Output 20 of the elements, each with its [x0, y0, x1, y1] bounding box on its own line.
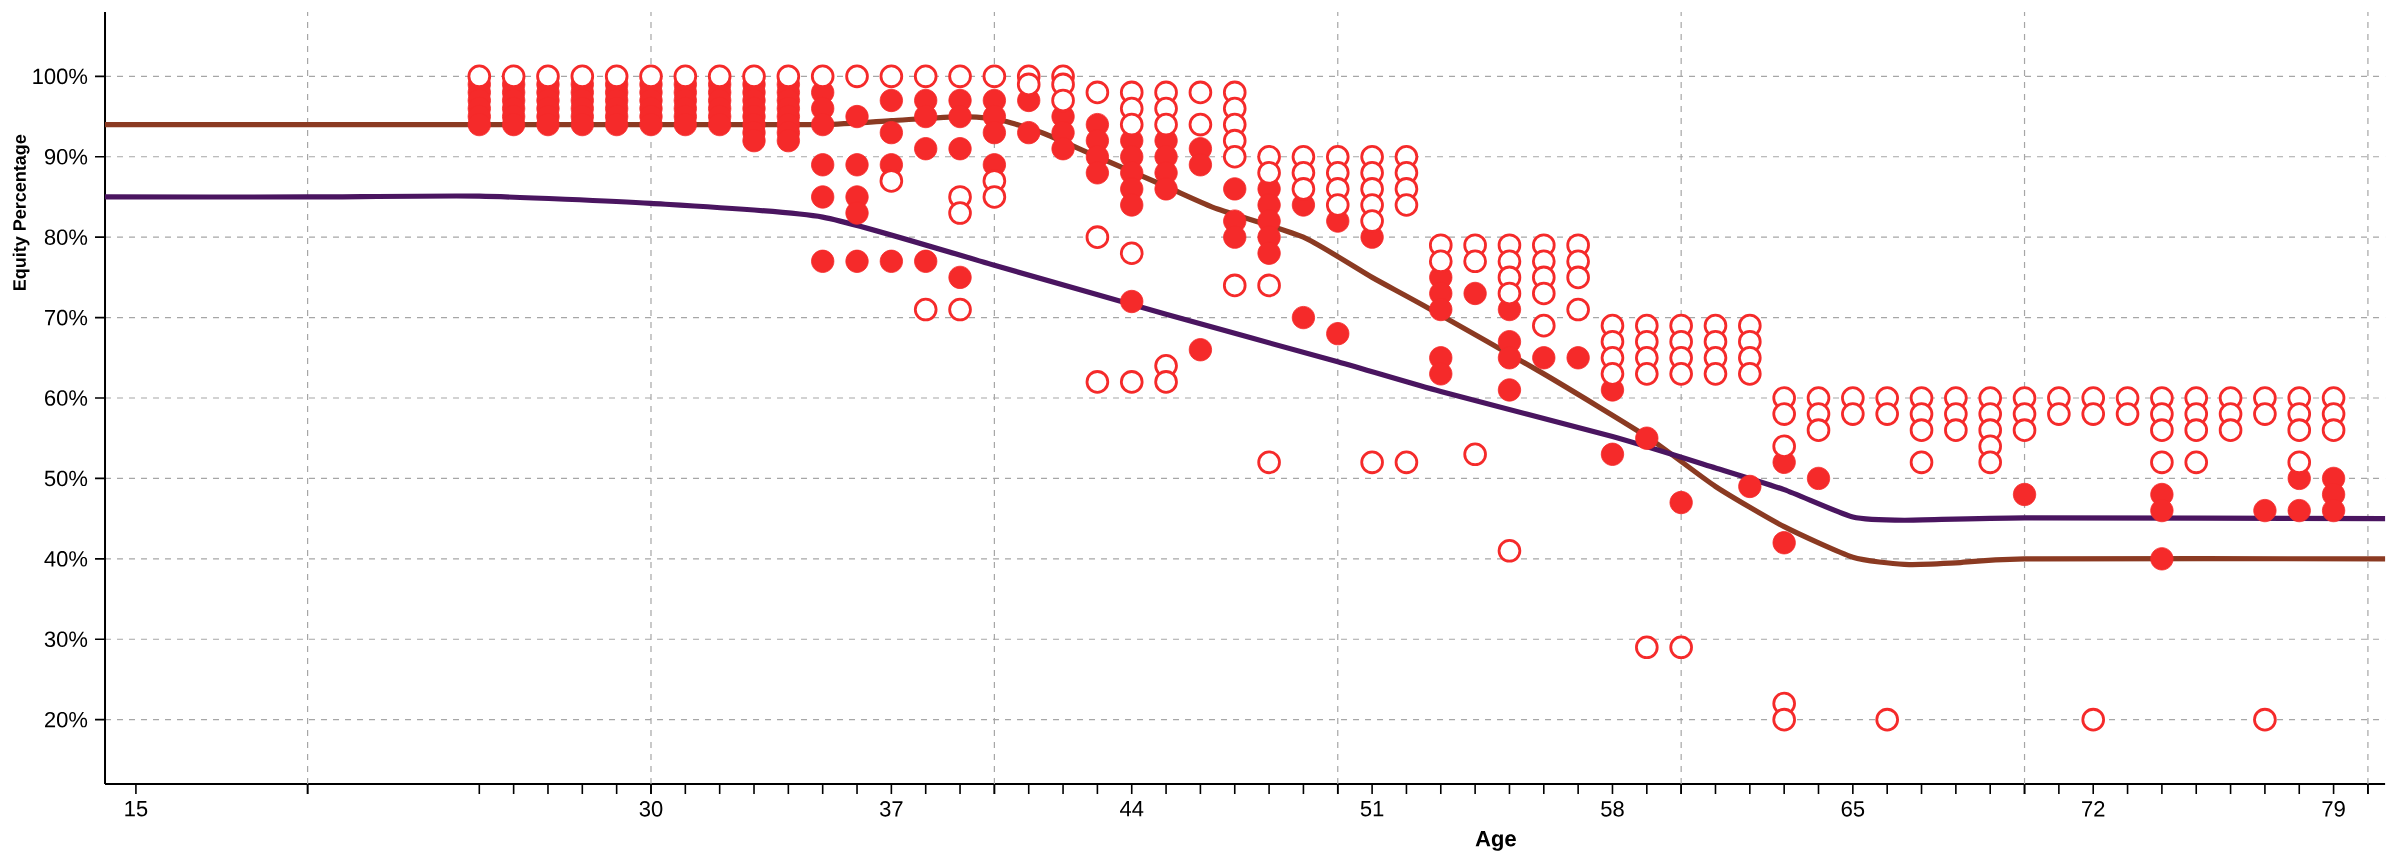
x-axis-title: Age	[1475, 831, 1516, 851]
x-tick-label: 15	[125, 801, 148, 817]
x-tick-label: 72	[2082, 801, 2105, 817]
y-tick-label: 50%	[44, 470, 88, 487]
x-tick-label: 58	[1601, 801, 1624, 817]
x-tick-label: 44	[1120, 801, 1144, 817]
y-tick-label: 90%	[44, 148, 88, 165]
y-tick-label: 60%	[45, 390, 88, 406]
x-tick-label: 30	[639, 801, 663, 817]
y-tick-label: 40%	[44, 551, 88, 567]
y-tick-label: 80%	[44, 229, 88, 245]
y-tick-label: 70%	[45, 309, 88, 326]
y-tick-label: 20%	[45, 711, 88, 728]
y-tick-label: 30%	[44, 631, 88, 648]
x-tick-label: 65	[1841, 801, 1865, 817]
x-tick-label: 37	[879, 801, 903, 817]
x-tick-label: 51	[1360, 801, 1384, 817]
x-tick-label: 79	[2322, 801, 2345, 817]
y-tick-label: 100%	[33, 68, 88, 85]
y-axis-title: Equity Percentage	[12, 134, 30, 291]
